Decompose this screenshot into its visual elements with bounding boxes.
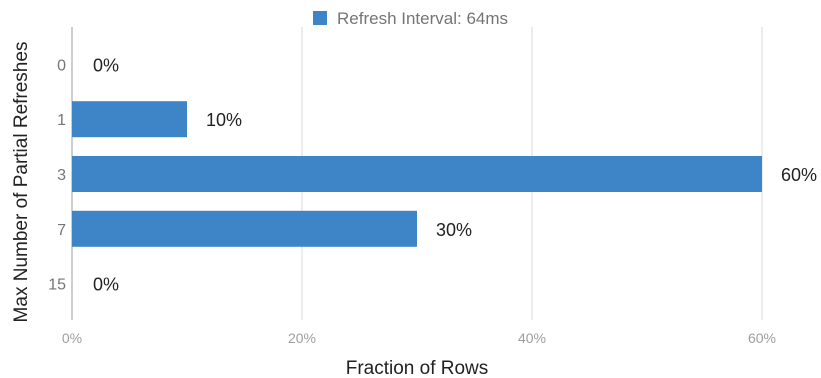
data-label: 30%: [436, 220, 472, 240]
y-axis-title: Max Number of Partial Refreshes: [11, 42, 32, 323]
x-axis-ticks: 0% 20% 40% 60%: [62, 330, 776, 346]
y-tick-label: 7: [57, 222, 66, 239]
x-tick-label: 40%: [518, 330, 546, 346]
x-tick-label: 0%: [62, 330, 82, 346]
y-axis-ticks: 0 1 3 7 15: [48, 57, 66, 293]
x-tick-label: 60%: [748, 330, 776, 346]
y-tick-label: 1: [57, 112, 66, 129]
legend-label: Refresh Interval: 64ms: [337, 9, 508, 28]
bar-3: [72, 156, 762, 192]
data-label: 10%: [206, 110, 242, 130]
bar-1: [72, 101, 187, 138]
data-labels: 0% 10% 60% 30% 0%: [93, 55, 817, 294]
legend-swatch: [313, 11, 327, 25]
data-label: 60%: [781, 165, 817, 185]
data-label: 0%: [93, 275, 119, 295]
x-axis-title: Fraction of Rows: [346, 358, 489, 378]
y-tick-label: 0: [57, 57, 66, 74]
y-tick-label: 15: [48, 277, 66, 294]
bars: [72, 101, 762, 247]
bar-7: [72, 210, 417, 247]
legend: Refresh Interval: 64ms: [313, 9, 508, 28]
y-tick-label: 3: [57, 167, 66, 184]
data-label: 0%: [93, 55, 119, 75]
x-tick-label: 20%: [288, 330, 316, 346]
